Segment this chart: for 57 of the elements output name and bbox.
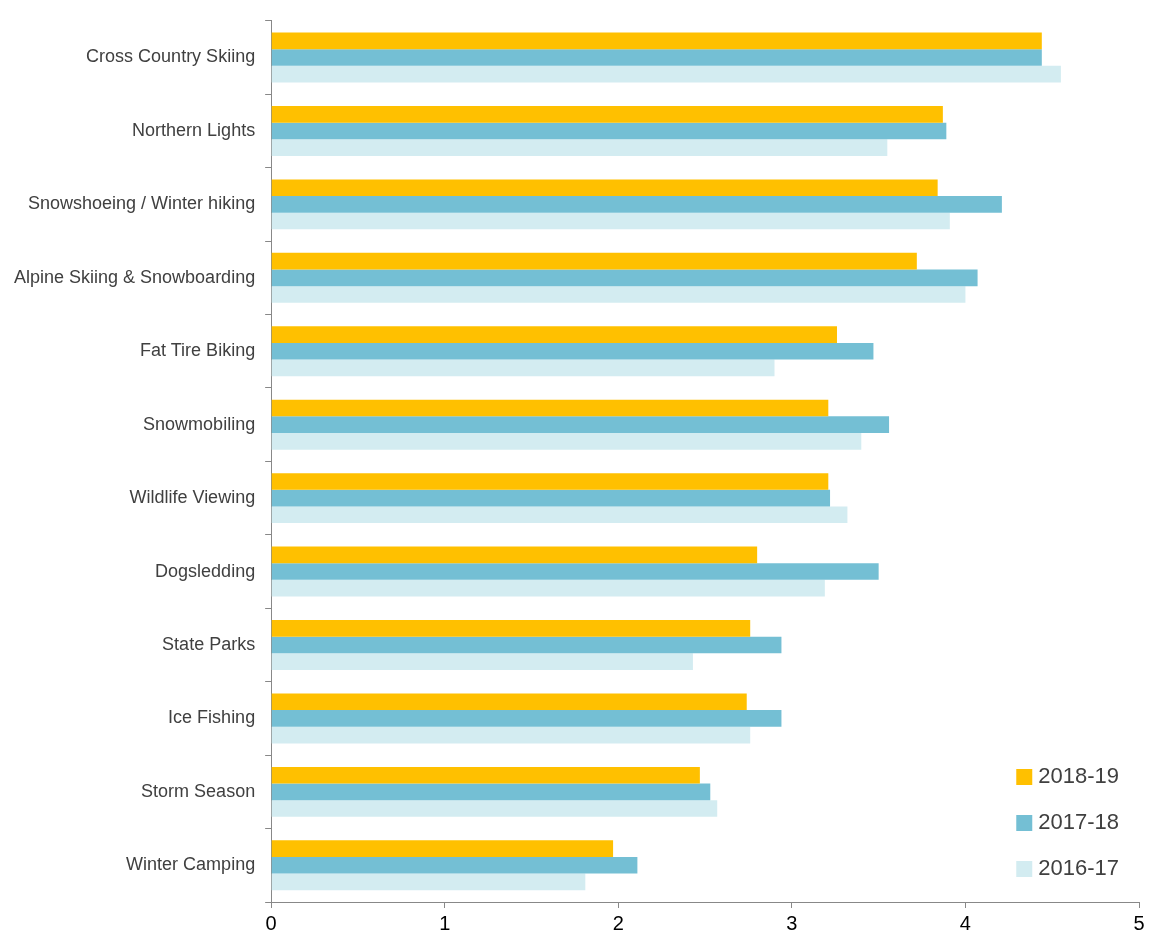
- bar: [271, 105, 943, 123]
- bar: [271, 766, 700, 784]
- bar: [271, 342, 874, 360]
- bar: [271, 196, 1002, 213]
- legend-label: 2017-18: [1038, 809, 1120, 835]
- bar: [271, 433, 862, 450]
- legend-label: 2018-19: [1038, 763, 1120, 789]
- bar: [271, 473, 829, 490]
- bar: [271, 800, 718, 817]
- bar: [271, 563, 879, 580]
- bar: [271, 139, 888, 156]
- bar: [271, 179, 938, 197]
- bar: [271, 269, 978, 287]
- y-tick-label: Winter Camping: [126, 854, 256, 875]
- bar: [271, 65, 1061, 83]
- bar: [271, 693, 747, 711]
- bar: [271, 653, 693, 670]
- bar: [271, 840, 614, 857]
- y-tick-label: Snowshoeing / Winter hiking: [28, 193, 256, 214]
- legend-label: 2016-17: [1038, 855, 1120, 881]
- bar: [271, 506, 848, 524]
- bar: [271, 620, 751, 637]
- y-tick-label: Northern Lights: [132, 119, 256, 140]
- x-tick-label: 4: [959, 911, 971, 934]
- bar: [271, 579, 825, 597]
- bar: [271, 416, 890, 434]
- y-tick-label: Cross Country Skiing: [86, 46, 256, 67]
- x-tick-label: 3: [786, 911, 798, 934]
- bar: [271, 399, 829, 417]
- bar: [271, 546, 758, 564]
- bar: [271, 856, 638, 874]
- bar: [271, 489, 831, 507]
- x-tick-label: 1: [439, 911, 451, 934]
- x-tick-label: 0: [265, 911, 277, 934]
- bar: [271, 636, 782, 654]
- bar: [271, 32, 1042, 50]
- y-tick-label: State Parks: [162, 633, 256, 654]
- bar: [271, 286, 966, 303]
- bar: [271, 122, 947, 140]
- y-tick-label: Alpine Skiing & Snowboarding: [14, 266, 256, 287]
- bar: [271, 252, 917, 270]
- y-tick-label: Storm Season: [141, 780, 256, 801]
- bar: [271, 212, 950, 230]
- bar: [271, 49, 1042, 66]
- bar: [271, 326, 837, 343]
- bar: [271, 710, 782, 727]
- x-tick-label: 2: [612, 911, 624, 934]
- y-tick-label: Ice Fishing: [168, 707, 256, 728]
- y-tick-label: Fat Tire Biking: [140, 340, 256, 361]
- y-tick-label: Dogsledding: [155, 560, 256, 581]
- bar: [271, 726, 751, 744]
- y-tick-label: Snowmobiling: [143, 413, 256, 434]
- bar: [271, 873, 586, 891]
- bar: [271, 783, 711, 801]
- bar: [271, 359, 775, 377]
- y-tick-label: Wildlife Viewing: [129, 487, 256, 508]
- x-tick-label: 5: [1133, 911, 1145, 934]
